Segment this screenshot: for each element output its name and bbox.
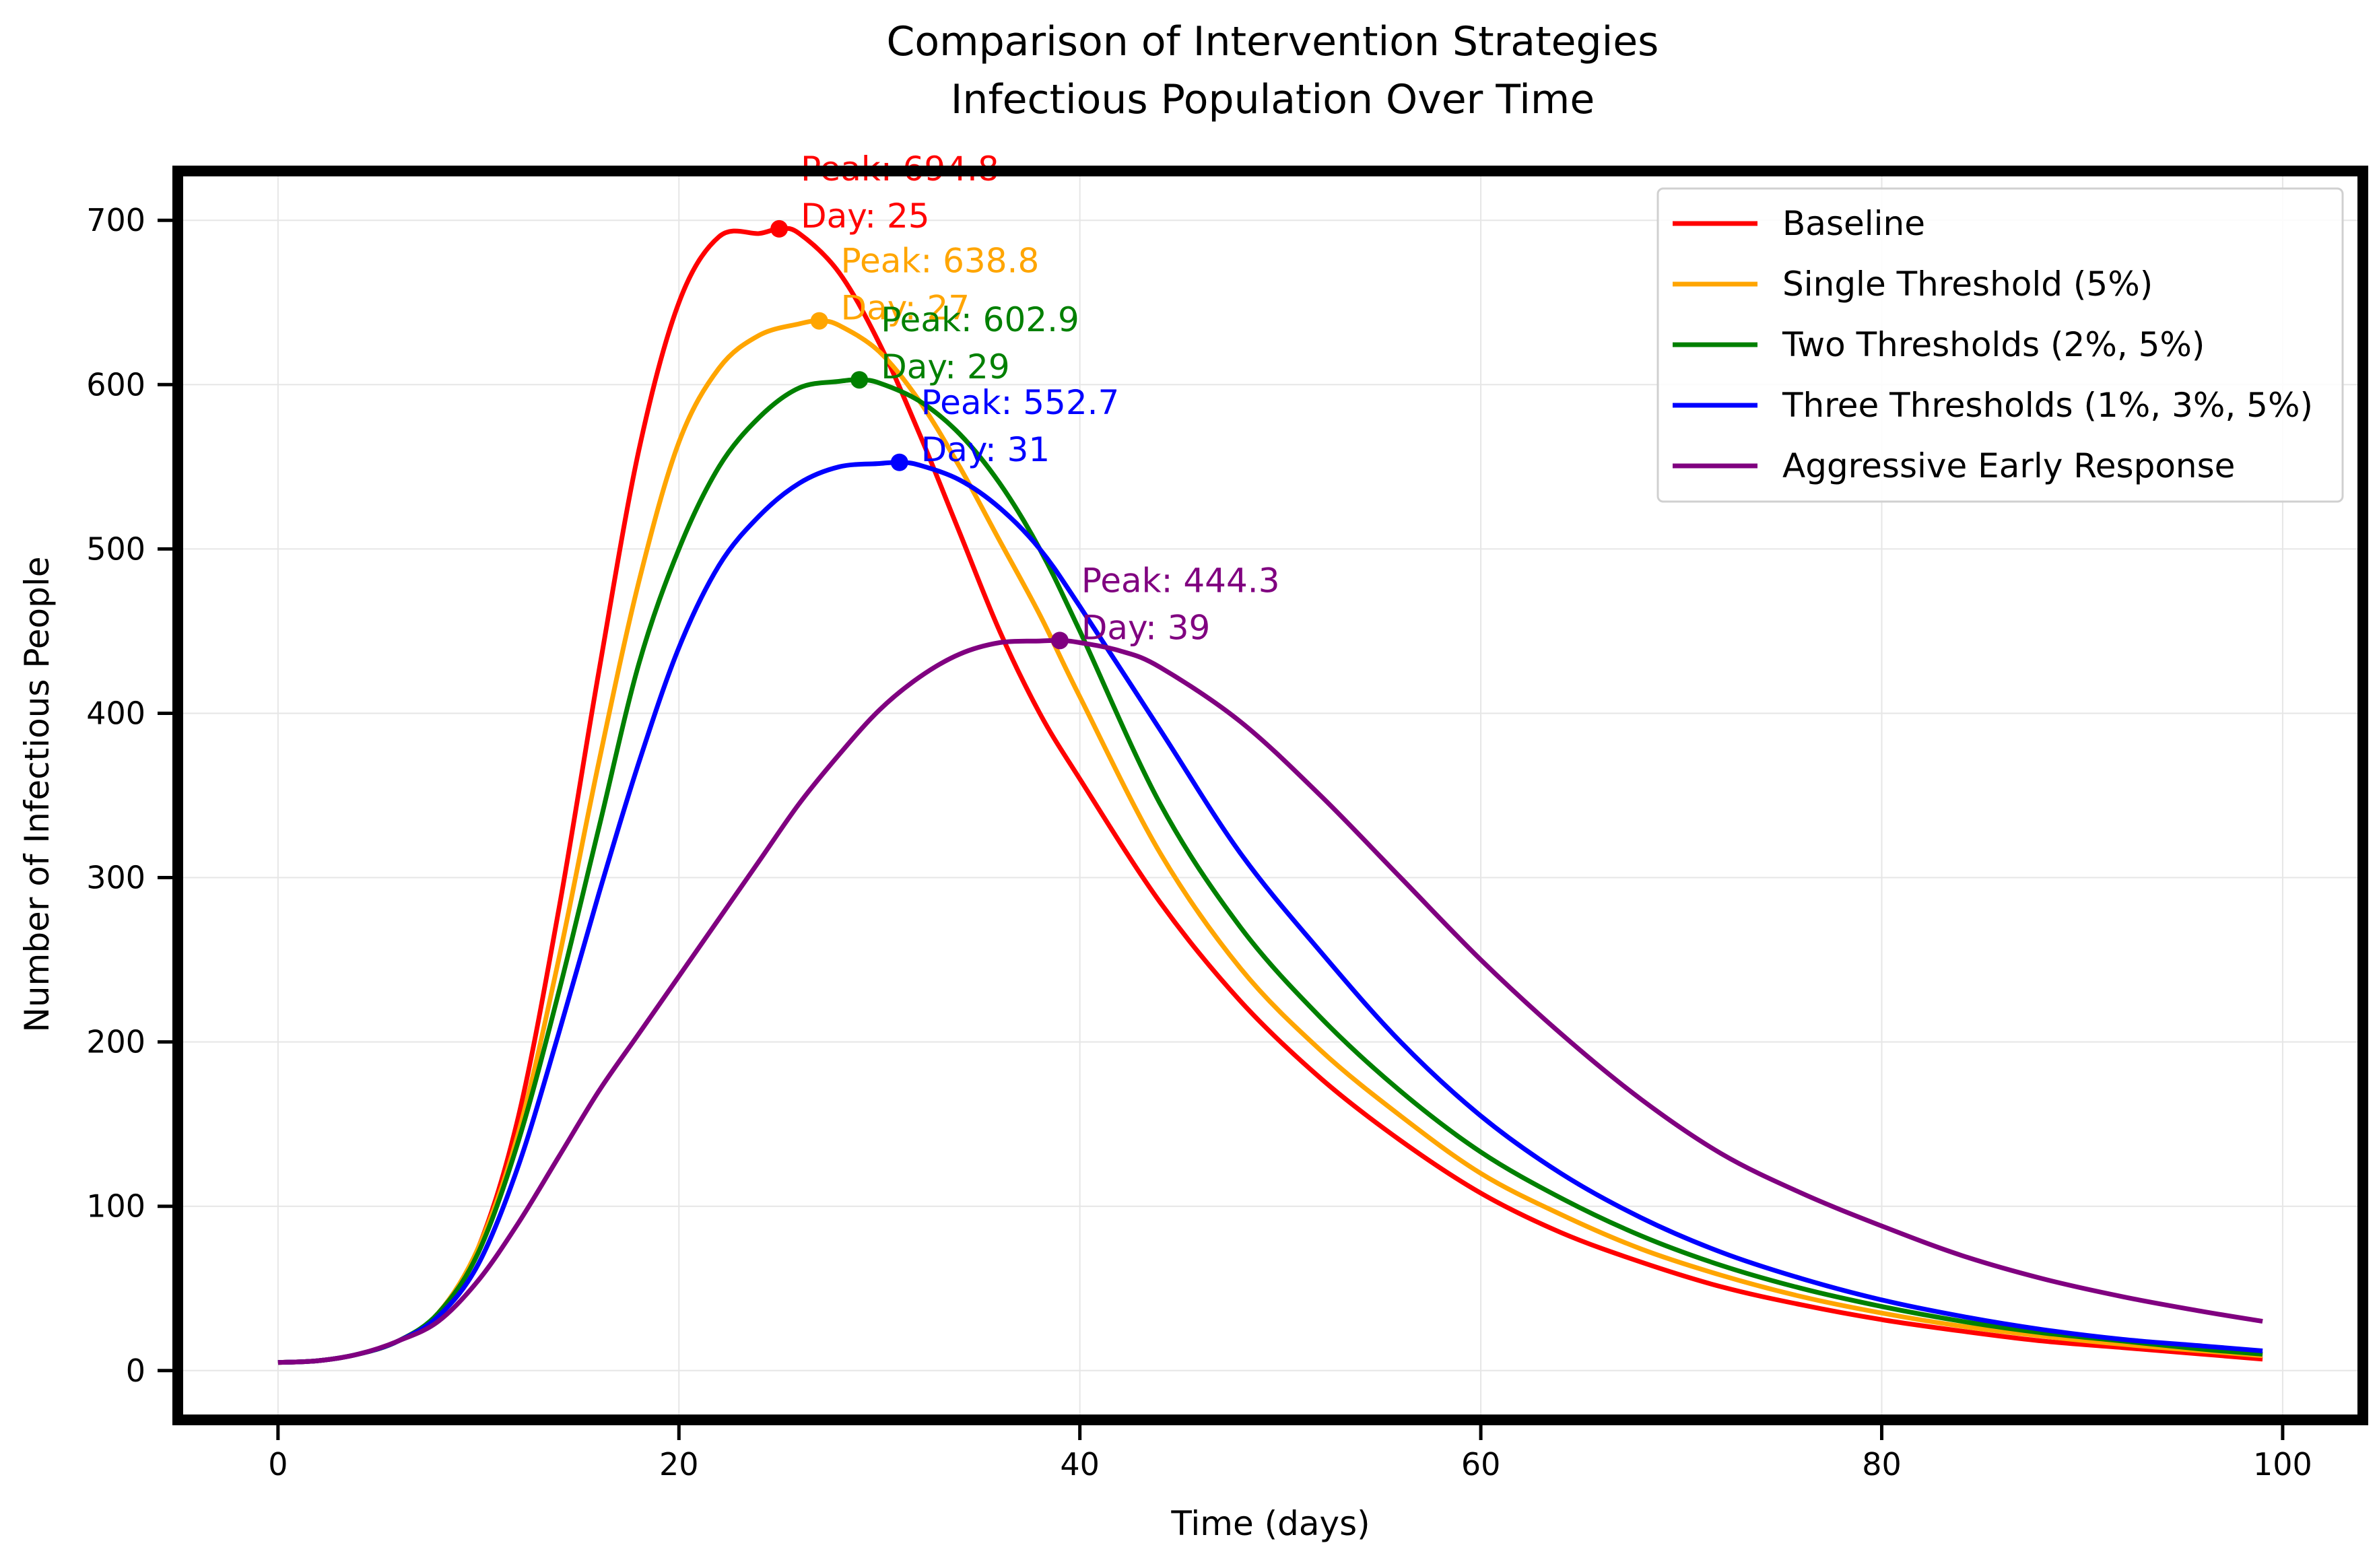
y-tick-label: 400 — [86, 695, 145, 731]
peak-marker-3 — [890, 453, 908, 471]
peak-value-label-4: Peak: 444.3 — [1081, 561, 1280, 600]
peak-value-label-3: Peak: 552.7 — [921, 383, 1120, 422]
y-tick-label: 100 — [86, 1188, 145, 1225]
peak-marker-2 — [850, 371, 869, 389]
series-line-0 — [277, 226, 2263, 1365]
y-axis-title: Number of Infectious People — [18, 557, 57, 1033]
legend-label-3: Three Thresholds (1%, 3%, 5%) — [1782, 386, 2313, 425]
y-tick-label: 200 — [86, 1024, 145, 1060]
peak-day-label-2: Day: 29 — [881, 347, 1009, 386]
chart-subtitle: Infectious Population Over Time — [951, 76, 1595, 123]
legend-label-2: Two Thresholds (2%, 5%) — [1782, 325, 2205, 364]
peak-day-label-1: Day: 27 — [841, 289, 970, 328]
legend-label-4: Aggressive Early Response — [1782, 446, 2235, 485]
legend-label-0: Baseline — [1782, 204, 1925, 243]
y-tick-label: 0 — [126, 1353, 145, 1389]
axis-ticks: 0 20 40 60 80 100 0 100 200 300 400 500 600 700 — [86, 202, 2312, 1482]
peak-markers — [770, 219, 1069, 650]
series-line-3 — [277, 460, 2263, 1365]
x-tick-label: 20 — [659, 1446, 699, 1482]
chart-title: Comparison of Intervention Strategies — [887, 18, 1659, 65]
peak-day-label-4: Day: 39 — [1081, 608, 1210, 647]
y-tick-label: 700 — [86, 202, 145, 238]
legend-frame — [1656, 187, 2344, 503]
peak-value-label-2: Peak: 602.9 — [881, 300, 1079, 339]
legend-label-1: Single Threshold (5%) — [1782, 265, 2153, 304]
x-tick-label: 0 — [268, 1446, 288, 1482]
y-tick-label: 600 — [86, 366, 145, 403]
peak-value-label-1: Peak: 638.8 — [841, 242, 1040, 281]
series-line-2 — [277, 377, 2263, 1365]
peak-day-label-3: Day: 31 — [921, 430, 1050, 469]
x-tick-label: 40 — [1060, 1446, 1100, 1482]
x-axis-title: Time (days) — [1170, 1504, 1370, 1543]
y-tick-label: 300 — [86, 860, 145, 896]
legend: Baseline Single Threshold (5%) Two Thresho… — [1656, 187, 2344, 503]
series-line-1 — [277, 318, 2263, 1365]
x-tick-label: 80 — [1862, 1446, 1902, 1482]
series-lines — [277, 226, 2263, 1365]
plot-frame — [172, 166, 2368, 1425]
y-tick-label: 500 — [86, 531, 145, 567]
x-tick-label: 60 — [1461, 1446, 1501, 1482]
peak-day-label-0: Day: 25 — [801, 197, 929, 236]
peak-marker-4 — [1050, 632, 1069, 650]
peak-marker-0 — [770, 219, 789, 238]
x-tick-label: 100 — [2253, 1446, 2312, 1482]
peak-marker-1 — [810, 312, 828, 330]
